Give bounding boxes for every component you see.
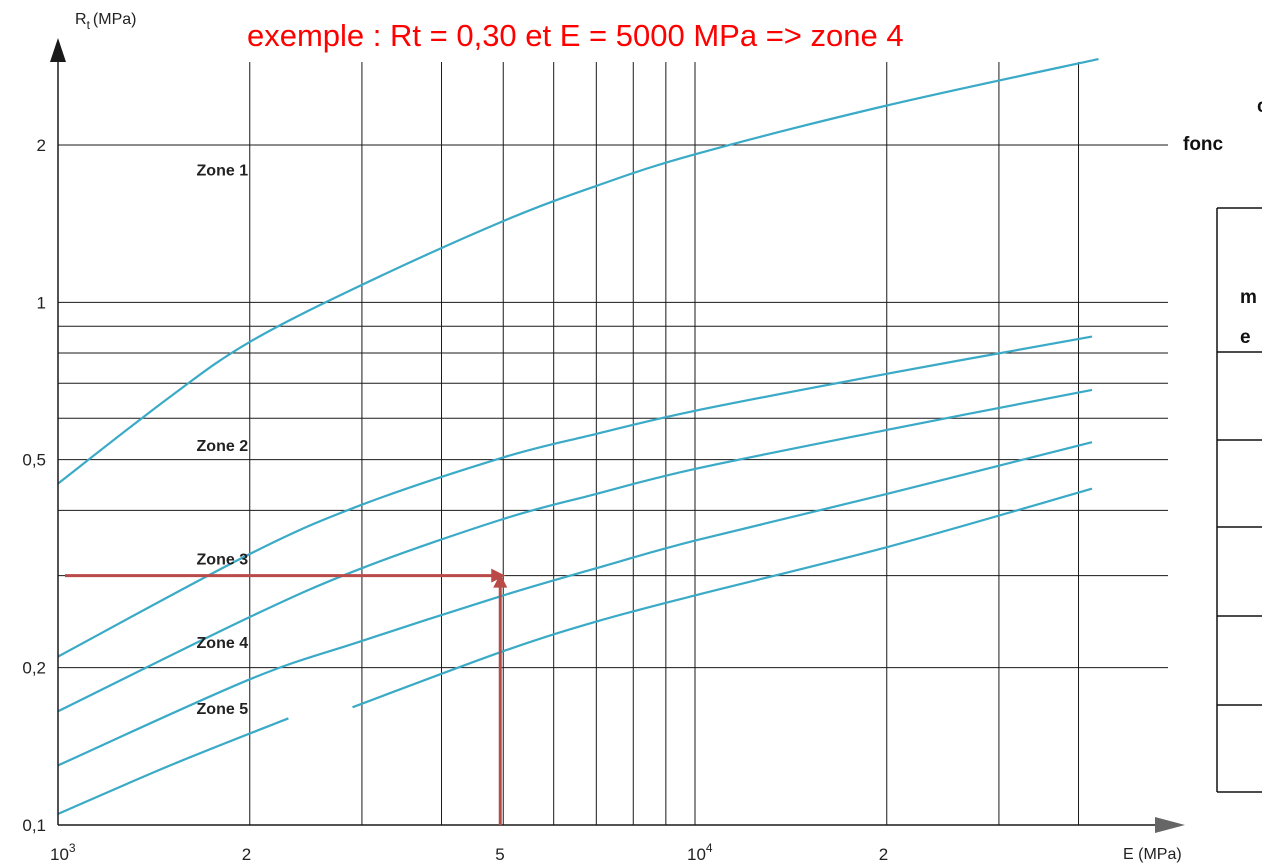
x-tick-label: 2 xyxy=(879,845,888,864)
zone-labels: Zone 1 Zone 2 Zone 3 Zone 4 Zone 5 xyxy=(197,162,249,718)
arrowhead-icon xyxy=(493,573,508,588)
zone-label: Zone 3 xyxy=(197,552,249,569)
side-table-panel: c fonc m e xyxy=(1183,96,1262,793)
zone-curves xyxy=(57,58,1099,815)
y-tick-label: 0,1 xyxy=(22,816,46,835)
zone-boundary-curve-4 xyxy=(57,441,1093,767)
x-tick-label: 5 xyxy=(495,845,504,864)
example-reading xyxy=(65,568,508,825)
zone-boundary-curve-6 xyxy=(352,487,1093,709)
zone-label: Zone 5 xyxy=(197,701,249,718)
chart-title-annotation: exemple : Rt = 0,30 et E = 5000 MPa => z… xyxy=(247,18,904,53)
tick-labels: 103 2 5 104 2 0,1 0,2 0,5 1 2 xyxy=(22,136,888,864)
zone-boundary-curve-3 xyxy=(57,388,1093,713)
arrowhead-icon xyxy=(491,568,506,583)
y-tick-label: 0,2 xyxy=(22,659,46,678)
zone-label: Zone 2 xyxy=(197,438,249,455)
zone-label: Zone 4 xyxy=(197,635,249,652)
zone-label: Zone 1 xyxy=(197,162,249,179)
axes xyxy=(50,38,1185,833)
zone-boundary-curve-1 xyxy=(57,58,1099,485)
y-tick-label: 2 xyxy=(37,136,46,155)
x-tick-label: 2 xyxy=(242,845,251,864)
side-table-cell-text: m xyxy=(1240,287,1257,308)
grid xyxy=(58,62,1168,825)
x-axis-arrow-icon xyxy=(1155,817,1185,833)
zone-boundary-curve-5 xyxy=(57,717,289,815)
side-table-cell-text: e xyxy=(1240,327,1251,348)
y-tick-label: 0,5 xyxy=(22,451,46,470)
y-axis-label: Rt (MPa) xyxy=(75,11,136,32)
side-heading-line2: fonc xyxy=(1183,134,1224,155)
zone-boundary-curve-2 xyxy=(57,335,1093,658)
x-axis-label: E (MPa) xyxy=(1123,846,1182,863)
y-axis-arrow-icon xyxy=(50,38,66,62)
x-tick-label: 104 xyxy=(687,841,713,864)
side-heading-line1: c xyxy=(1257,96,1262,117)
y-tick-label: 1 xyxy=(37,293,46,312)
x-tick-label: 103 xyxy=(50,841,76,864)
